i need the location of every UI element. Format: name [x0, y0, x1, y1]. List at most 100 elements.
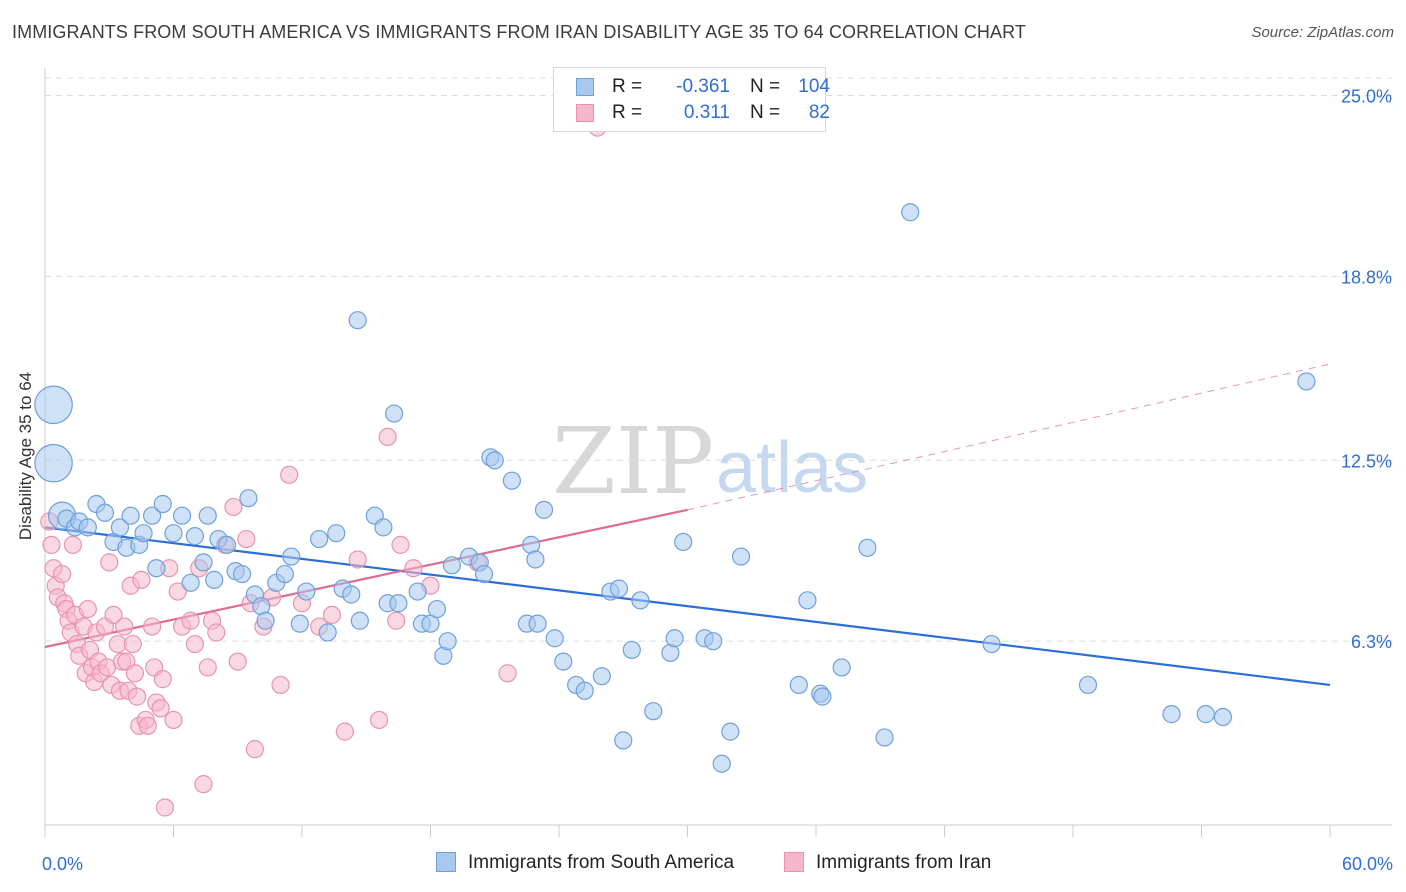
data-point-iran	[78, 599, 97, 619]
data-point-iran	[280, 465, 299, 484]
data-point-south-america	[442, 556, 462, 575]
data-point-south-america	[554, 652, 573, 671]
data-point-south-america	[95, 503, 115, 522]
data-point-south-america	[297, 582, 316, 601]
data-point-south-america	[875, 728, 894, 747]
data-point-south-america	[534, 500, 554, 519]
data-point-south-america	[194, 553, 213, 572]
data-point-iran	[142, 617, 162, 636]
data-point-iran	[115, 617, 134, 636]
data-point-south-america	[712, 754, 731, 773]
data-point-south-america	[318, 623, 337, 642]
data-point-south-america	[374, 518, 393, 537]
chart-title: IMMIGRANTS FROM SOUTH AMERICA VS IMMIGRA…	[12, 22, 1026, 42]
data-point-south-america	[982, 634, 1001, 654]
data-point-south-america	[789, 675, 808, 695]
data-point-south-america	[256, 611, 275, 630]
data-point-south-america	[1078, 675, 1098, 695]
data-point-iran	[245, 740, 264, 759]
source-label: Source: ZipAtlas.com	[1251, 24, 1394, 41]
data-point-south-america	[327, 524, 346, 543]
data-point-south-america	[631, 591, 650, 610]
data-point-iran	[53, 564, 72, 584]
data-point-south-america	[858, 538, 877, 557]
data-point-south-america	[731, 547, 751, 566]
trend-line-south-america	[44, 526, 1331, 687]
data-point-south-america	[674, 532, 693, 552]
data-point-south-america	[134, 524, 153, 543]
data-point-iran	[404, 559, 423, 578]
data-point-south-america	[110, 518, 130, 537]
data-point-south-america	[164, 524, 183, 543]
data-point-iran	[42, 535, 61, 554]
data-point-iran	[100, 553, 119, 572]
data-point-south-america	[384, 404, 404, 423]
data-point-south-america	[614, 731, 633, 750]
data-point-iran	[322, 605, 342, 625]
y-tick-label: 12.5%	[1341, 451, 1392, 471]
data-point-iran	[168, 582, 187, 601]
data-point-south-america	[502, 471, 521, 490]
data-point-south-america	[575, 681, 594, 700]
data-point-iran	[138, 716, 157, 735]
series-south-america	[34, 203, 1316, 773]
data-point-south-america	[438, 632, 457, 651]
x-tick-label: 60.0%	[1342, 854, 1393, 874]
data-point-iran	[387, 611, 406, 630]
data-point-iran	[151, 699, 170, 718]
legend-r-label: R =	[612, 76, 643, 97]
data-point-iran	[378, 427, 397, 447]
bottom-legend-swatch-blue	[436, 852, 456, 872]
data-point-south-america	[310, 529, 329, 549]
data-point-south-america	[78, 518, 97, 537]
data-point-south-america	[1196, 705, 1215, 724]
data-point-iran	[224, 497, 243, 517]
legend-n-value: 104	[798, 76, 830, 97]
data-point-south-america	[232, 564, 252, 584]
data-point-iran	[185, 634, 205, 654]
data-point-iran	[391, 535, 410, 554]
data-point-south-america	[121, 506, 140, 525]
data-point-south-america	[1213, 707, 1233, 727]
data-point-iran	[153, 670, 172, 689]
data-point-iran	[63, 535, 82, 554]
data-point-south-america	[832, 658, 851, 677]
y-tick-label: 6.3%	[1351, 632, 1392, 652]
data-point-iran	[237, 529, 256, 549]
watermark-atlas: atlas	[716, 428, 868, 508]
bottom-legend-label: Immigrants from Iran	[816, 852, 992, 873]
tick-labels: 6.3% 12.5% 18.8% 25.0% 0.0% 60.0%	[42, 87, 1393, 874]
data-point-south-america	[389, 594, 408, 613]
data-point-iran	[271, 675, 290, 695]
data-point-south-america	[282, 547, 301, 566]
data-point-south-america	[348, 311, 367, 330]
legend-swatch-blue	[576, 78, 594, 96]
data-point-south-america	[342, 585, 361, 604]
data-point-south-america	[622, 640, 641, 660]
data-point-iran	[207, 623, 226, 642]
legend-swatch-pink	[576, 104, 594, 122]
data-point-south-america	[153, 494, 172, 514]
bottom-legend-south-america: Immigrants from South America	[436, 852, 734, 874]
legend-r-value: -0.361	[676, 76, 730, 97]
data-point-iran	[198, 658, 217, 677]
data-point-south-america	[147, 559, 166, 578]
data-point-iran	[228, 652, 247, 671]
data-point-iran	[181, 611, 200, 630]
data-point-south-america	[1297, 372, 1316, 391]
data-point-south-america	[172, 506, 192, 525]
data-point-south-america	[408, 582, 427, 601]
data-point-south-america	[198, 506, 217, 525]
data-point-iran	[104, 605, 123, 625]
data-point-south-america	[813, 687, 832, 706]
data-point-south-america	[290, 614, 309, 633]
data-point-south-america	[181, 573, 200, 592]
data-point-south-america	[185, 527, 205, 546]
bottom-legend-label: Immigrants from South America	[468, 852, 735, 873]
data-point-iran	[123, 634, 142, 654]
watermark: ZIP atlas	[552, 408, 868, 515]
data-point-iran	[370, 710, 389, 730]
x-tick-label: 0.0%	[42, 854, 83, 874]
data-point-south-america	[485, 451, 504, 470]
data-point-south-america	[350, 611, 369, 630]
